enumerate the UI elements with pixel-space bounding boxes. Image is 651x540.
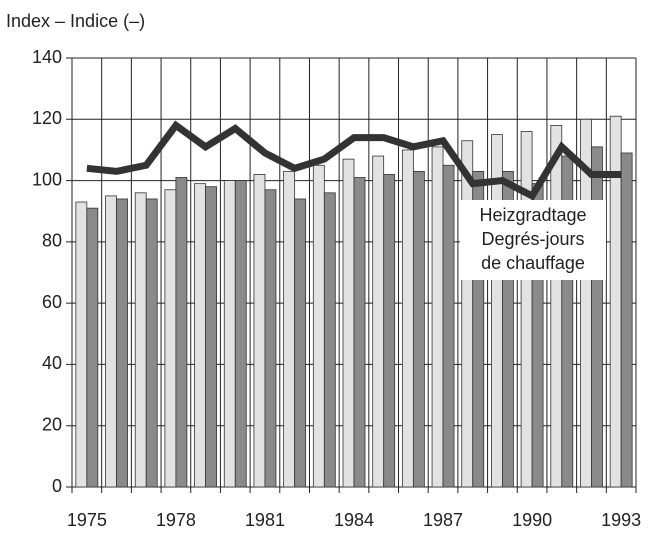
bar xyxy=(591,146,603,488)
y-tick-label: 20 xyxy=(42,414,62,434)
bar xyxy=(372,155,385,488)
y-tick-label: 0 xyxy=(52,476,62,496)
bar xyxy=(502,170,514,488)
bar xyxy=(223,180,236,488)
y-tick-label: 140 xyxy=(32,47,62,67)
bar xyxy=(116,198,128,488)
x-tick-label: 1978 xyxy=(156,510,196,530)
annotation: Heizgradtage xyxy=(479,205,586,225)
bar xyxy=(264,189,277,488)
bar xyxy=(342,158,355,488)
annotation: de chauffage xyxy=(481,253,585,273)
bar xyxy=(175,177,188,488)
x-tick-label: 1990 xyxy=(512,510,552,530)
annotation: Degrés-jours xyxy=(481,229,584,249)
bar xyxy=(75,201,88,488)
bar xyxy=(145,198,158,488)
line xyxy=(86,120,622,201)
y-tick-label: 40 xyxy=(42,353,62,373)
x-tick-label: 1981 xyxy=(245,510,285,530)
x-tick-label: 1984 xyxy=(334,510,374,530)
bar xyxy=(472,170,485,488)
bar xyxy=(253,174,266,488)
bar xyxy=(312,164,325,488)
bar xyxy=(194,183,206,488)
bar xyxy=(401,149,414,488)
bar xyxy=(323,192,336,488)
y-tick-label: 60 xyxy=(42,292,62,312)
x-tick-label: 1975 xyxy=(67,510,107,530)
bar xyxy=(491,134,503,488)
y-axis-label: Index – Indice (–) xyxy=(6,11,145,31)
bar xyxy=(550,125,563,488)
bar xyxy=(205,186,217,488)
bar xyxy=(442,164,455,488)
y-tick-label: 120 xyxy=(32,108,62,128)
bar xyxy=(520,131,533,488)
annotation-box xyxy=(460,200,606,280)
bar xyxy=(294,198,307,488)
y-tick-label: 100 xyxy=(32,169,62,189)
bar xyxy=(234,180,247,488)
bar xyxy=(105,195,117,488)
bar xyxy=(412,170,425,488)
bar xyxy=(383,174,396,488)
bar xyxy=(620,152,633,488)
bar xyxy=(164,189,177,488)
y-tick-label: 80 xyxy=(42,231,62,251)
bar xyxy=(431,146,444,488)
x-tick-label: 1987 xyxy=(423,510,463,530)
bar xyxy=(86,207,99,488)
bar xyxy=(461,140,474,488)
x-tick-label: 1993 xyxy=(601,510,641,530)
bar xyxy=(283,170,296,488)
bar xyxy=(353,177,366,488)
bar xyxy=(134,192,147,488)
